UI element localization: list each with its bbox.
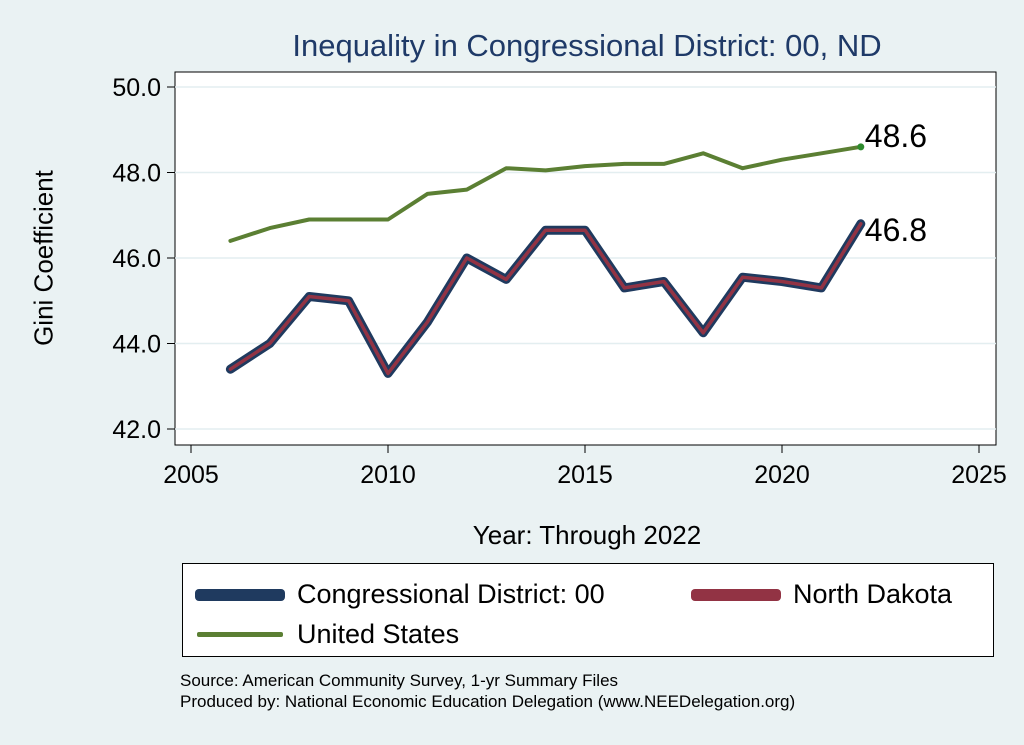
series-endpoint-united-states xyxy=(857,143,865,151)
x-tick-label: 2020 xyxy=(754,461,810,489)
y-tick-label: 44.0 xyxy=(112,331,161,359)
source-line: Source: American Community Survey, 1-yr … xyxy=(180,671,619,690)
legend-swatch-north-dakota xyxy=(693,590,779,599)
y-tick-label: 46.0 xyxy=(112,245,161,273)
producer-line: Produced by: National Economic Education… xyxy=(180,692,796,711)
legend-label-district: Congressional District: 00 xyxy=(297,579,605,609)
x-axis-label: Year: Through 2022 xyxy=(472,520,702,550)
end-value-label: 48.6 xyxy=(865,118,927,154)
series-line-north-dakota xyxy=(228,222,863,376)
end-value-label: 46.8 xyxy=(865,212,927,248)
legend-item-united-states: United States xyxy=(197,619,459,650)
x-tick-label: 2010 xyxy=(360,461,416,489)
legend: Congressional District: 00 North Dakota … xyxy=(182,563,994,657)
x-tick-label: 2005 xyxy=(163,461,219,489)
y-tick-label: 42.0 xyxy=(112,416,161,444)
y-tick-label: 48.0 xyxy=(112,160,161,188)
legend-label-north-dakota: North Dakota xyxy=(793,579,953,609)
chart-title: Inequality in Congressional District: 00… xyxy=(292,28,882,63)
x-tick-label: 2015 xyxy=(557,461,613,489)
y-tick-label: 50.0 xyxy=(112,74,161,102)
legend-swatch-united-states xyxy=(197,632,283,637)
source-note: Source: American Community Survey, 1-yr … xyxy=(180,670,795,712)
x-tick-label: 2025 xyxy=(951,461,1007,489)
legend-item-district: Congressional District: 00 xyxy=(197,579,605,610)
legend-item-north-dakota: North Dakota xyxy=(693,579,952,610)
series-line-united-states xyxy=(228,144,863,243)
legend-label-united-states: United States xyxy=(297,619,460,649)
legend-swatch-district xyxy=(197,590,283,599)
